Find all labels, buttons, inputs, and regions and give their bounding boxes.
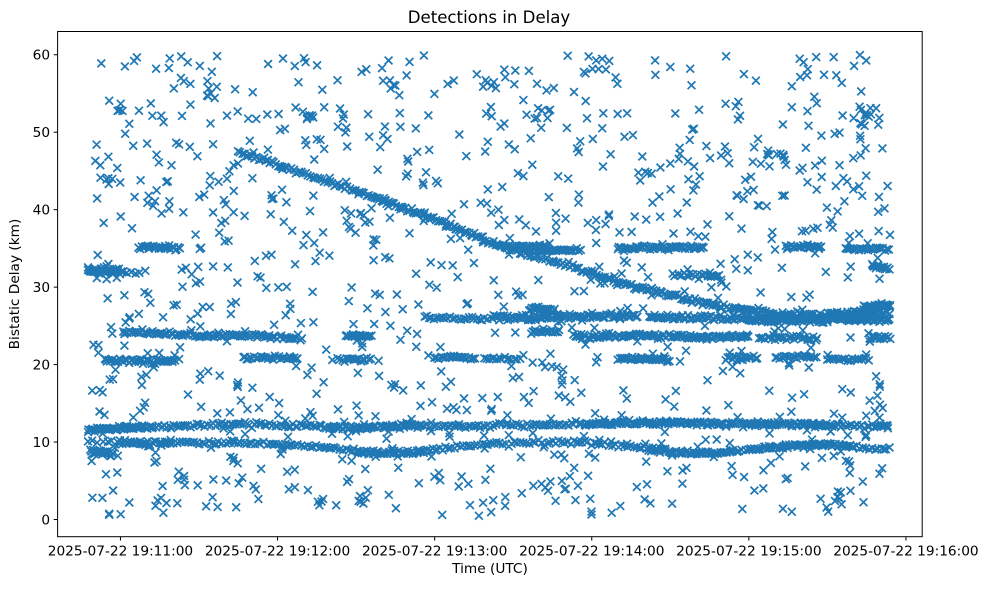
y-tick-label: 10 bbox=[33, 435, 50, 451]
x-tick-label: 2025-07-22 19:14:00 bbox=[519, 544, 664, 560]
plot-border bbox=[57, 31, 923, 538]
y-tick-label: 40 bbox=[33, 203, 50, 219]
y-tick-label: 50 bbox=[33, 125, 50, 141]
x-tick-label: 2025-07-22 19:12:00 bbox=[205, 544, 350, 560]
y-tick-label: 20 bbox=[33, 357, 50, 373]
y-tick-label: 30 bbox=[33, 280, 50, 296]
y-tick-label: 0 bbox=[41, 512, 50, 528]
y-axis-label: Bistatic Delay (km) bbox=[7, 218, 23, 350]
y-tick-label: 60 bbox=[33, 48, 50, 64]
x-tick-label: 2025-07-22 19:11:00 bbox=[48, 544, 193, 560]
x-tick-label: 2025-07-22 19:13:00 bbox=[362, 544, 507, 560]
x-tick-label: 2025-07-22 19:15:00 bbox=[676, 544, 821, 560]
x-tick-label: 2025-07-22 19:16:00 bbox=[833, 544, 978, 560]
detections-markers bbox=[83, 50, 895, 521]
x-axis-label: Time (UTC) bbox=[452, 561, 528, 577]
chart-title: Detections in Delay bbox=[407, 8, 571, 27]
